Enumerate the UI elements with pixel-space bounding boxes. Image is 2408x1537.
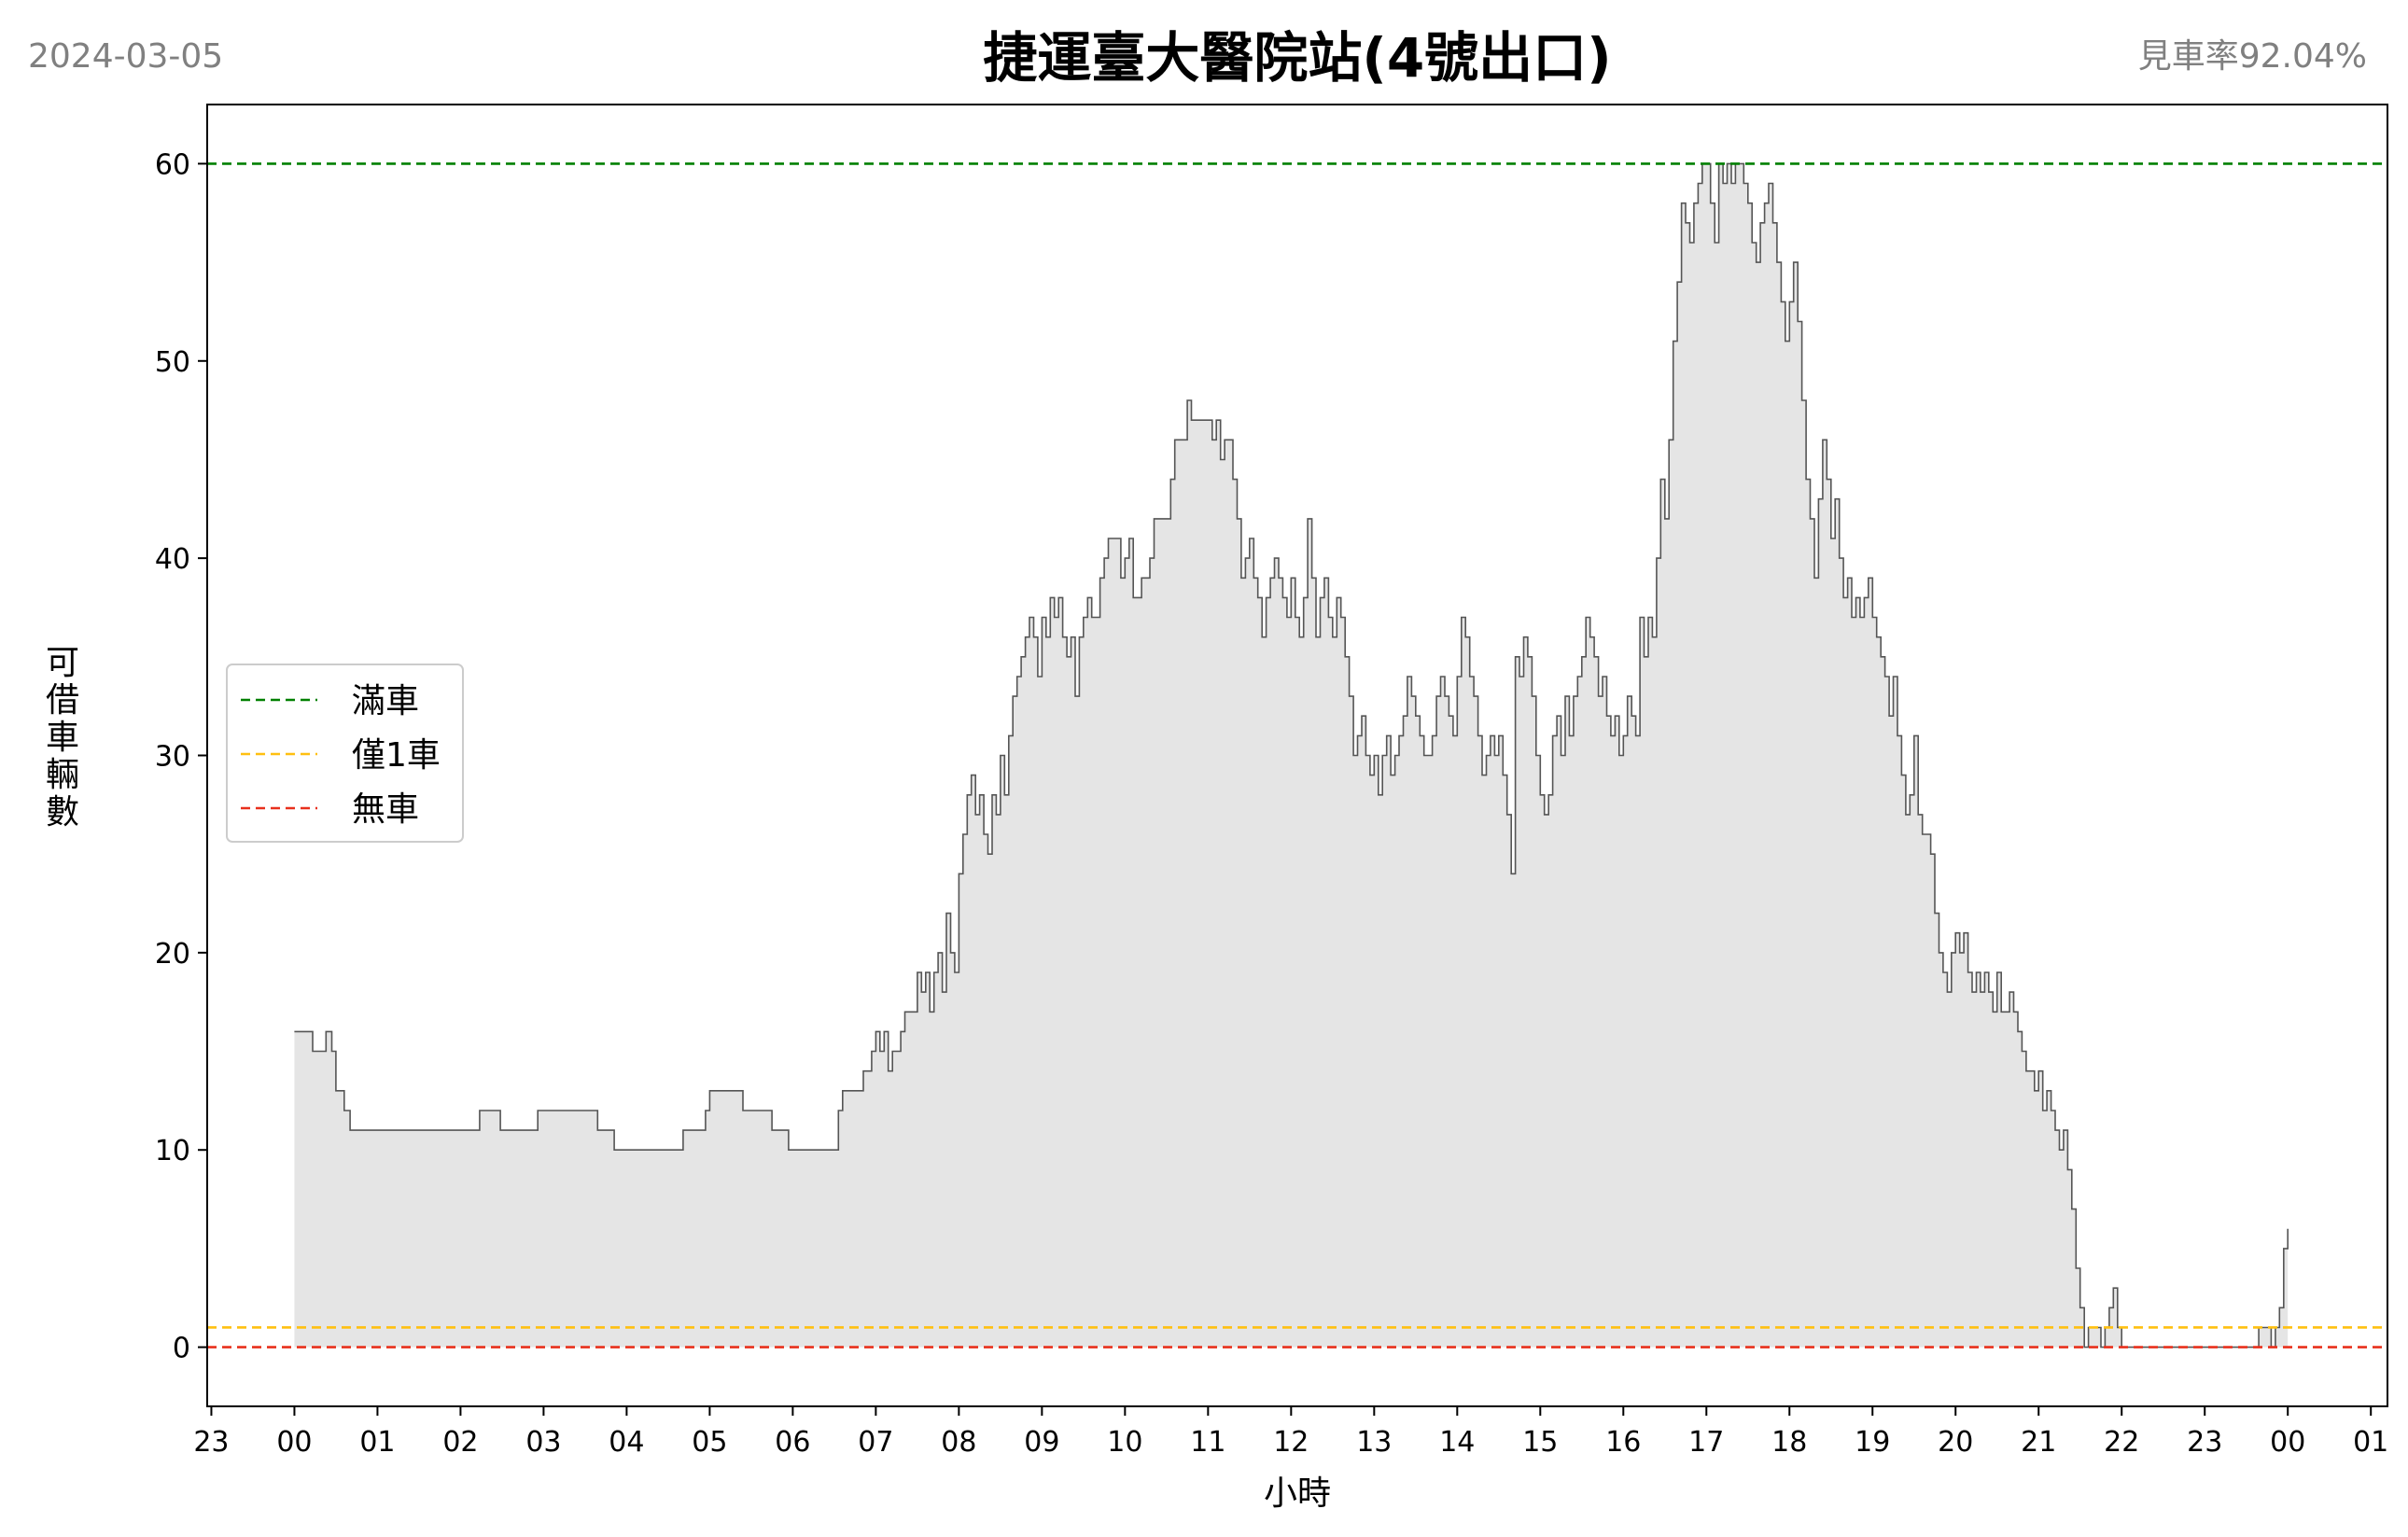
x-tick-label: 05 — [692, 1426, 727, 1459]
plot-area — [207, 162, 2387, 1348]
series-line — [294, 162, 2289, 1348]
x-tick-label: 15 — [1522, 1426, 1558, 1459]
y-tick-label: 30 — [155, 741, 190, 774]
x-tick-label: 11 — [1190, 1426, 1225, 1459]
x-tick-label: 10 — [1107, 1426, 1142, 1459]
x-tick-label: 23 — [193, 1426, 229, 1459]
x-tick-label: 19 — [1855, 1426, 1890, 1459]
x-tick-label: 14 — [1439, 1426, 1475, 1459]
x-tick-label: 22 — [2104, 1426, 2139, 1459]
chart-title: 捷運臺大醫院站(4號出口) — [983, 26, 1611, 90]
x-tick-label: 00 — [2270, 1426, 2305, 1459]
x-tick-label: 18 — [1771, 1426, 1807, 1459]
x-tick-label: 20 — [1938, 1426, 1973, 1459]
x-tick-label: 08 — [941, 1426, 976, 1459]
y-axis: 0 10 20 30 40 50 60 — [155, 148, 207, 1365]
y-tick-label: 10 — [155, 1135, 190, 1167]
y-tick-label: 40 — [155, 543, 190, 576]
x-axis-label: 小時 — [1264, 1474, 1331, 1513]
area-fill — [294, 163, 2289, 1348]
x-tick-label: 17 — [1688, 1426, 1724, 1459]
x-tick-label: 13 — [1356, 1426, 1392, 1459]
availability-rate: 見車率92.04% — [2138, 37, 2367, 76]
legend-label: 無車 — [352, 790, 419, 829]
date-label: 2024-03-05 — [28, 37, 223, 76]
y-axis-label: 可借車輛數 — [46, 644, 79, 831]
x-tick-label: 12 — [1273, 1426, 1309, 1459]
x-tick-label: 03 — [525, 1426, 561, 1459]
y-tick-label: 50 — [155, 346, 190, 379]
legend-box — [226, 664, 464, 843]
x-tick-label: 01 — [2353, 1426, 2388, 1459]
y-tick-label: 60 — [155, 148, 190, 181]
y-tick-label: 0 — [173, 1333, 190, 1365]
x-tick-label: 00 — [276, 1426, 312, 1459]
x-tick-label: 16 — [1605, 1426, 1641, 1459]
x-tick-label: 04 — [609, 1426, 644, 1459]
legend-label: 僅1車 — [352, 736, 441, 775]
x-tick-label: 09 — [1024, 1426, 1059, 1459]
x-tick-label: 07 — [858, 1426, 893, 1459]
y-tick-label: 20 — [155, 938, 190, 971]
x-tick-label: 02 — [442, 1426, 478, 1459]
x-tick-label: 23 — [2187, 1426, 2222, 1459]
x-axis: 23 00 01 02 03 04 05 06 07 08 09 10 11 12 13 14 15 16 17 18… — [193, 1406, 2388, 1459]
legend-label: 滿車 — [352, 682, 419, 720]
x-tick-label: 21 — [2021, 1426, 2056, 1459]
x-tick-label: 06 — [775, 1426, 810, 1459]
x-tick-label: 01 — [359, 1426, 395, 1459]
